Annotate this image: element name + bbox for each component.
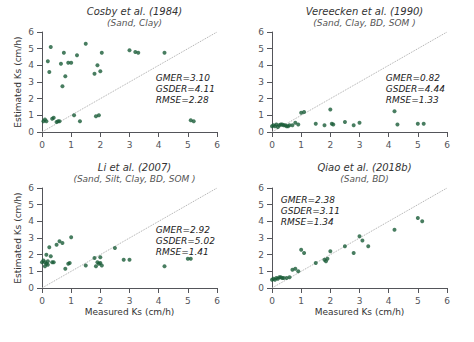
svg-text:GSDER=4.11: GSDER=4.11 (156, 84, 215, 94)
svg-text:0: 0 (258, 127, 264, 137)
svg-text:(Sand, BD): (Sand, BD) (340, 174, 389, 184)
svg-text:2: 2 (28, 94, 34, 104)
svg-text:Estimated Ks (cm/h): Estimated Ks (cm/h) (13, 192, 23, 283)
svg-text:4: 4 (386, 296, 392, 306)
svg-text:0: 0 (258, 283, 264, 293)
svg-text:GMER=0.82: GMER=0.82 (386, 73, 441, 83)
svg-text:3: 3 (357, 140, 363, 150)
svg-text:6: 6 (214, 140, 220, 150)
svg-text:RMSE=1.41: RMSE=1.41 (156, 247, 209, 257)
svg-text:5: 5 (258, 44, 264, 54)
svg-text:6: 6 (444, 140, 450, 150)
svg-text:1: 1 (28, 266, 34, 276)
svg-text:Measured Ks (cm/h): Measured Ks (cm/h) (85, 307, 175, 317)
svg-text:(Sand, Clay, BD, SOM ): (Sand, Clay, BD, SOM ) (313, 18, 415, 28)
svg-text:RMSE=2.28: RMSE=2.28 (156, 95, 209, 105)
svg-text:GMER=2.92: GMER=2.92 (156, 225, 211, 235)
svg-text:4: 4 (258, 60, 264, 70)
svg-text:3: 3 (28, 233, 34, 243)
svg-text:3: 3 (28, 77, 34, 87)
svg-text:5: 5 (28, 200, 34, 210)
svg-text:2: 2 (327, 140, 333, 150)
svg-text:3: 3 (127, 296, 133, 306)
svg-text:1: 1 (298, 296, 304, 306)
svg-text:Qiao et al. (2018b): Qiao et al. (2018b) (317, 162, 411, 173)
svg-text:1: 1 (68, 296, 74, 306)
svg-text:Cosby et al. (1984): Cosby et al. (1984) (87, 6, 183, 17)
svg-text:0: 0 (39, 140, 45, 150)
svg-text:2: 2 (258, 250, 264, 260)
svg-text:1: 1 (298, 140, 304, 150)
svg-text:GMER=3.10: GMER=3.10 (156, 73, 211, 83)
svg-text:4: 4 (258, 216, 264, 226)
svg-text:1: 1 (258, 266, 264, 276)
svg-text:5: 5 (415, 140, 421, 150)
svg-text:Li et al. (2007): Li et al. (2007) (98, 162, 171, 173)
svg-text:1: 1 (258, 110, 264, 120)
svg-text:4: 4 (386, 140, 392, 150)
svg-text:6: 6 (214, 296, 220, 306)
svg-text:Estimated Ks (cm/h): Estimated Ks (cm/h) (13, 36, 23, 127)
svg-text:GSDER=4.44: GSDER=4.44 (386, 84, 445, 94)
svg-text:5: 5 (415, 296, 421, 306)
svg-text:RMSE=1.34: RMSE=1.34 (281, 217, 334, 227)
svg-text:0: 0 (269, 296, 275, 306)
svg-text:2: 2 (258, 94, 264, 104)
svg-text:3: 3 (127, 140, 133, 150)
svg-text:6: 6 (28, 27, 34, 37)
svg-text:2: 2 (97, 296, 103, 306)
svg-text:6: 6 (258, 183, 264, 193)
svg-text:2: 2 (97, 140, 103, 150)
svg-text:GSDER=3.11: GSDER=3.11 (281, 206, 340, 216)
svg-text:5: 5 (258, 200, 264, 210)
svg-text:Vereecken et al. (1990): Vereecken et al. (1990) (306, 6, 424, 17)
svg-text:6: 6 (444, 296, 450, 306)
svg-text:5: 5 (185, 140, 191, 150)
svg-text:2: 2 (327, 296, 333, 306)
svg-text:Measured Ks (cm/h): Measured Ks (cm/h) (315, 307, 405, 317)
svg-text:4: 4 (156, 140, 162, 150)
svg-text:0: 0 (39, 296, 45, 306)
svg-text:(Sand, Clay): (Sand, Clay) (107, 18, 162, 28)
svg-text:5: 5 (28, 44, 34, 54)
svg-text:GMER=2.38: GMER=2.38 (281, 195, 336, 205)
svg-text:4: 4 (28, 60, 34, 70)
svg-text:3: 3 (258, 233, 264, 243)
svg-text:(Sand, Silt, Clay, BD, SOM ): (Sand, Silt, Clay, BD, SOM ) (73, 174, 195, 184)
svg-text:0: 0 (28, 283, 34, 293)
svg-text:0: 0 (28, 127, 34, 137)
svg-text:4: 4 (156, 296, 162, 306)
svg-text:2: 2 (28, 250, 34, 260)
svg-text:3: 3 (258, 77, 264, 87)
svg-text:0: 0 (269, 140, 275, 150)
svg-text:RMSE=1.33: RMSE=1.33 (386, 95, 439, 105)
svg-text:1: 1 (28, 110, 34, 120)
svg-text:6: 6 (28, 183, 34, 193)
svg-text:1: 1 (68, 140, 74, 150)
svg-text:3: 3 (357, 296, 363, 306)
svg-text:4: 4 (28, 216, 34, 226)
svg-text:5: 5 (185, 296, 191, 306)
svg-text:GSDER=5.02: GSDER=5.02 (156, 236, 215, 246)
svg-text:6: 6 (258, 27, 264, 37)
